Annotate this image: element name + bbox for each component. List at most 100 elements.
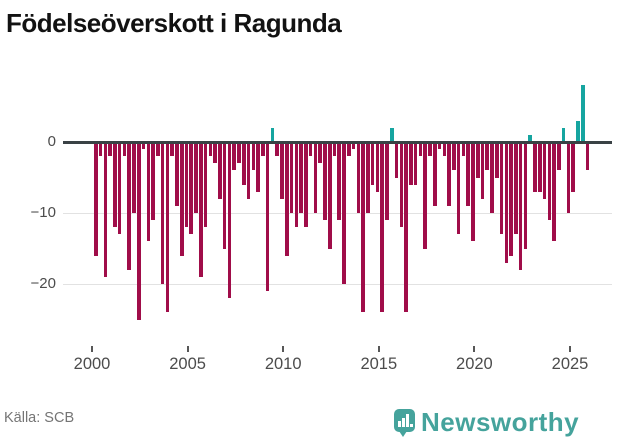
negative-bar: [337, 142, 342, 221]
negative-bar: [490, 142, 494, 213]
negative-bar: [136, 142, 141, 320]
negative-bar: [103, 142, 108, 277]
negative-bar: [122, 142, 127, 157]
bar-chart-icon: [398, 421, 401, 427]
negative-bar: [108, 142, 112, 157]
negative-bar: [452, 142, 456, 171]
negative-bar: [222, 142, 227, 249]
negative-bar: [117, 142, 122, 235]
negative-bar: [366, 142, 370, 213]
brand-name: Newsworthy: [421, 407, 580, 437]
negative-bar: [370, 142, 375, 185]
negative-bar: [418, 142, 423, 157]
negative-bar: [442, 142, 447, 157]
newsworthy-badge-icon: [394, 409, 415, 432]
negative-bar: [475, 142, 480, 178]
x-axis-tick: [186, 346, 189, 352]
negative-bar: [428, 142, 432, 157]
negative-bar: [495, 142, 499, 178]
x-axis-label: 2020: [456, 355, 493, 373]
negative-bar: [413, 142, 418, 185]
negative-bar: [94, 142, 98, 256]
negative-bar: [132, 142, 136, 213]
negative-bar: [423, 142, 427, 249]
negative-bar: [294, 142, 299, 228]
negative-bar: [380, 142, 385, 313]
x-axis-tick: [91, 346, 93, 352]
negative-bar: [437, 142, 442, 150]
negative-bar: [203, 142, 208, 228]
negative-bar: [542, 142, 547, 199]
positive-bar: [270, 127, 275, 142]
newsworthy-logo: Newsworthy: [394, 407, 631, 439]
negative-bar: [141, 142, 146, 150]
negative-bar: [261, 142, 265, 157]
positive-bar: [389, 127, 394, 142]
negative-bar: [127, 142, 131, 270]
negative-bar: [175, 142, 179, 206]
negative-bar: [466, 142, 470, 206]
negative-bar: [98, 142, 103, 157]
x-axis-tick: [377, 346, 380, 352]
negative-bar: [146, 142, 151, 242]
negative-bar: [504, 142, 509, 263]
source-credit: Källa: SCB: [4, 410, 75, 426]
negative-bar: [523, 142, 528, 249]
negative-bar: [289, 142, 294, 213]
negative-bar: [113, 142, 117, 228]
negative-bar: [566, 142, 571, 213]
negative-bar: [327, 142, 332, 249]
y-axis-label: −10: [30, 204, 56, 221]
negative-bar: [323, 142, 327, 221]
negative-bar: [552, 142, 556, 242]
negative-bar: [432, 142, 437, 206]
negative-bar: [485, 142, 490, 171]
speech-bubble-tail-icon: [399, 431, 407, 437]
negative-bar: [361, 142, 365, 313]
negative-bar: [189, 142, 194, 235]
x-axis-label: 2010: [264, 355, 302, 373]
negative-bar: [308, 142, 313, 157]
bar-chart-icon: [406, 414, 409, 427]
negative-bar: [514, 142, 518, 235]
negative-bar: [409, 142, 413, 185]
x-axis-label: 2025: [551, 355, 589, 373]
negative-bar: [179, 142, 184, 256]
negative-bar: [199, 142, 203, 277]
negative-bar: [184, 142, 189, 228]
negative-bar: [456, 142, 461, 235]
negative-bar: [284, 142, 289, 256]
negative-bar: [237, 142, 241, 164]
y-axis-label: −20: [30, 275, 56, 292]
negative-bar: [232, 142, 237, 171]
negative-bar: [557, 142, 561, 171]
negative-bar: [375, 142, 380, 192]
x-axis-label: 2005: [169, 355, 206, 373]
negative-bar: [218, 142, 222, 199]
negative-bar: [332, 142, 337, 157]
birth-surplus-bar-chart: 0 −10 −20 2000 2005 2010 2015 2020 2025: [30, 85, 612, 373]
negative-bar: [471, 142, 475, 242]
gridline: [63, 284, 612, 285]
positive-bar: [528, 134, 533, 142]
x-axis-tick: [282, 346, 285, 352]
negative-bar: [499, 142, 504, 235]
negative-bar: [537, 142, 542, 192]
negative-bar: [447, 142, 451, 206]
negative-bar: [342, 142, 346, 284]
negative-bar: [356, 142, 361, 213]
negative-bar: [165, 142, 170, 313]
negative-bar: [213, 142, 217, 164]
negative-bar: [241, 142, 246, 185]
negative-bar: [265, 142, 270, 292]
negative-bar: [318, 142, 322, 164]
negative-bar: [518, 142, 523, 270]
negative-bar: [394, 142, 399, 178]
x-axis-label: 2015: [360, 355, 398, 373]
negative-bar: [227, 142, 232, 299]
y-axis-label: 0: [47, 133, 56, 150]
negative-bar: [480, 142, 485, 199]
x-axis-tick: [569, 346, 571, 352]
negative-bar: [585, 142, 590, 171]
negative-bar: [151, 142, 155, 221]
